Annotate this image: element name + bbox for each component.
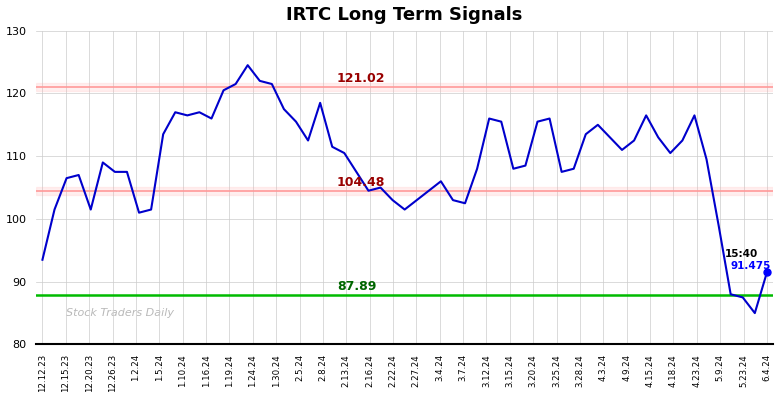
Text: 15:40: 15:40 bbox=[724, 249, 758, 259]
Bar bbox=[36, 187, 773, 195]
Text: 104.48: 104.48 bbox=[337, 176, 386, 189]
Text: 91.475: 91.475 bbox=[731, 261, 771, 271]
Text: 121.02: 121.02 bbox=[337, 72, 386, 85]
Bar bbox=[36, 83, 773, 91]
Text: 87.89: 87.89 bbox=[337, 280, 376, 293]
Text: Stock Traders Daily: Stock Traders Daily bbox=[66, 308, 174, 318]
Title: IRTC Long Term Signals: IRTC Long Term Signals bbox=[286, 6, 523, 23]
